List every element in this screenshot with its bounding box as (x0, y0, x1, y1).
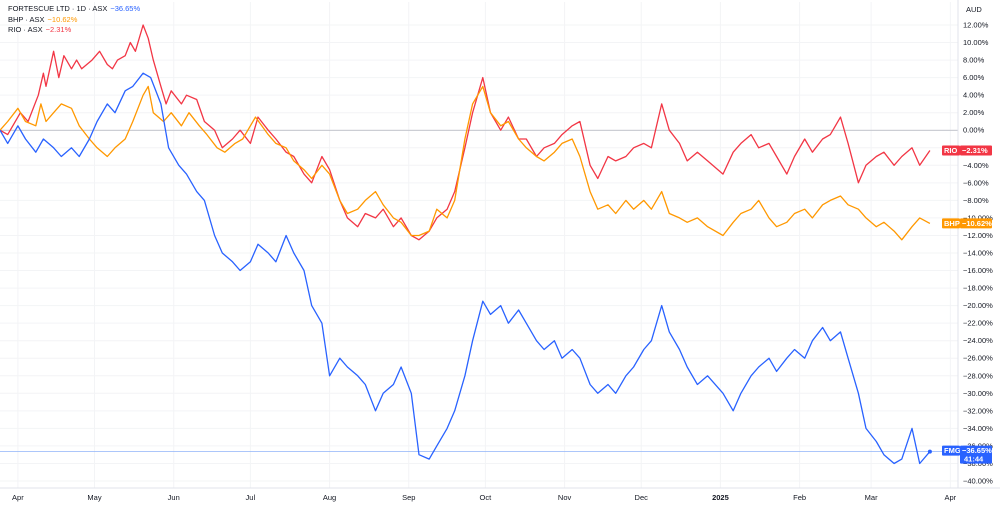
x-tick-label: Feb (793, 493, 806, 502)
y-tick-label: 6.00% (963, 73, 985, 82)
tag-value: −36.65% (962, 446, 992, 455)
y-tick-label: −8.00% (963, 196, 989, 205)
y-tick-label: 12.00% (963, 21, 989, 30)
x-tick-label: Mar (865, 493, 878, 502)
y-tick-label: −34.00% (963, 424, 993, 433)
price-axis[interactable]: AUD 12.00% 10.00% 8.00% 6.00% 4.00% 2.00% 0.00… (957, 0, 993, 488)
tag-value-box (960, 218, 992, 229)
legend-row-rio[interactable]: RIO · ASX −2.31% (8, 25, 140, 36)
y-tick-label: 2.00% (963, 108, 985, 117)
last-value-tag-bhp: BHP −10.62% (942, 218, 992, 229)
fmg-last-point (927, 449, 932, 454)
tag-value-box (960, 445, 992, 464)
series-line-fmg (0, 72, 931, 465)
time-axis[interactable]: Apr May Jun Jul Aug Sep Oct Nov Dec 2025 Feb Mar Apr (0, 487, 1000, 502)
y-tick-label: −10.00% (963, 213, 993, 222)
x-tick-label: Jun (168, 493, 180, 502)
legend-row-fmg[interactable]: FORTESCUE LTD · 1D · ASX −36.65% (8, 4, 140, 15)
legend-change: −10.62% (47, 14, 78, 24)
last-value-tag-fmg: FMG −36.65%41:44 (942, 445, 992, 464)
tag-symbol-box (942, 218, 960, 229)
y-tick-label: −6.00% (963, 178, 989, 187)
tag-countdown: 41:44 (964, 455, 984, 464)
x-tick-label: May (87, 493, 101, 502)
legend-symbol: BHP · ASX (8, 14, 45, 24)
y-tick-label: −18.00% (963, 284, 993, 293)
currency-label: AUD (966, 5, 982, 14)
x-tick-label: Oct (480, 493, 493, 502)
legend-symbol: FORTESCUE LTD · 1D · ASX (8, 4, 108, 13)
last-value-tags: RIO −2.31% BHP −10.62% FMG −36.65%41:44 (942, 145, 992, 464)
x-tick-label: Apr (945, 493, 957, 502)
tag-symbol: FMG (944, 446, 961, 455)
legend-symbol: RIO · ASX (8, 25, 43, 34)
zero-baseline (0, 129, 958, 452)
legend-change: −2.31% (45, 25, 72, 34)
x-tick-label: Sep (402, 493, 415, 502)
y-tick-label: 10.00% (963, 38, 989, 47)
y-tick-label: 8.00% (963, 56, 985, 65)
x-tick-label: Nov (558, 493, 572, 502)
y-tick-label: −26.00% (963, 354, 993, 363)
y-tick-label: −24.00% (963, 336, 993, 345)
tag-value: −10.62% (962, 219, 992, 228)
y-tick-label: −12.00% (963, 231, 993, 240)
tag-symbol-box (942, 445, 960, 456)
y-tick-label: −20.00% (963, 301, 993, 310)
x-tick-label: Apr (12, 493, 24, 502)
tag-value: −2.31% (962, 146, 988, 155)
y-tick-label: −4.00% (963, 161, 989, 170)
last-value-tag-rio: RIO −2.31% (942, 145, 992, 156)
legend-change: −36.65% (110, 4, 141, 13)
y-tick-label: −14.00% (963, 249, 993, 258)
y-tick-label: −32.00% (963, 406, 993, 415)
y-tick-label: 0.00% (963, 126, 985, 135)
tag-symbol-box (942, 145, 960, 156)
y-tick-label: −16.00% (963, 266, 993, 275)
series-line-rio (0, 24, 931, 241)
x-tick-label: Aug (323, 493, 336, 502)
tag-symbol: BHP (944, 219, 960, 228)
tag-value-box (960, 145, 992, 156)
x-tick-label: 2025 (712, 493, 729, 502)
y-tick-label: −28.00% (963, 371, 993, 380)
x-tick-label: Jul (246, 493, 256, 502)
legend: FORTESCUE LTD · 1D · ASX −36.65% BHP · AS… (8, 4, 140, 36)
y-tick-label: −22.00% (963, 319, 993, 328)
tag-symbol: RIO (944, 146, 958, 155)
x-tick-label: Dec (635, 493, 649, 502)
y-tick-label: −40.00% (963, 477, 993, 486)
legend-row-bhp[interactable]: BHP · ASX −10.62% (8, 15, 140, 26)
chart-grid (0, 2, 958, 488)
series-lines (0, 24, 932, 465)
y-tick-label: −30.00% (963, 389, 993, 398)
y-tick-label: 4.00% (963, 91, 985, 100)
series-line-bhp (0, 85, 931, 241)
